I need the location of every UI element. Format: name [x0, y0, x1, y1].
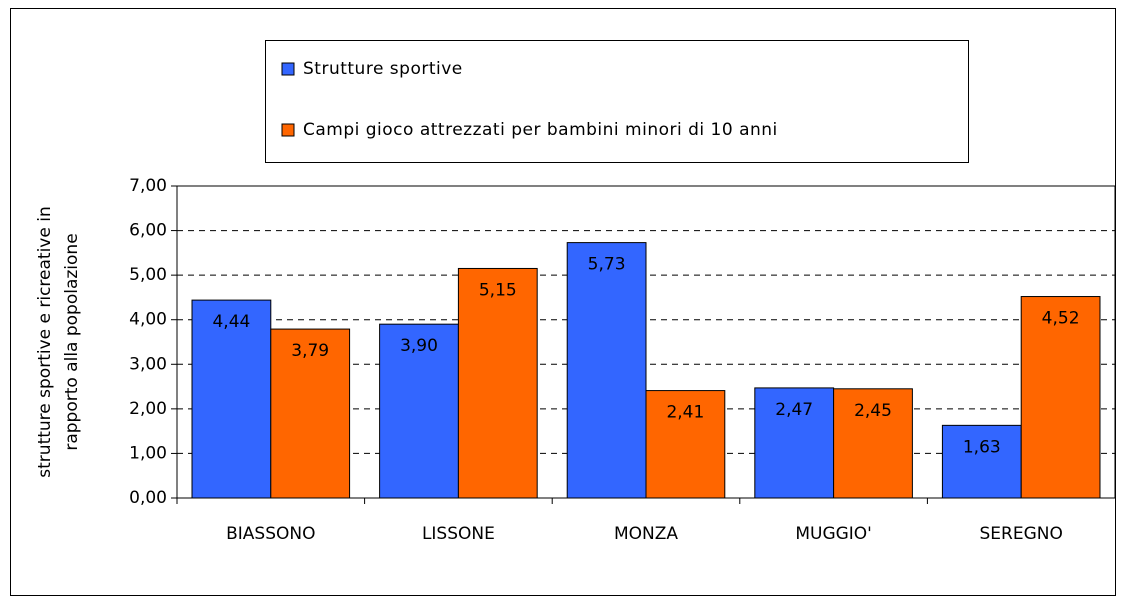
bar	[379, 323, 459, 499]
x-tick-label: MUGGIO'	[795, 524, 872, 544]
y-axis-title-line: strutture sportive e ricreative in	[35, 206, 55, 477]
data-label: 3,79	[291, 341, 329, 361]
y-tick-label: 6,00	[129, 221, 167, 241]
legend-swatch	[281, 123, 295, 137]
bar	[1020, 296, 1101, 499]
legend-box	[265, 40, 969, 163]
bar	[566, 242, 647, 499]
y-axis-title-line: rapporto alla popolazione	[62, 233, 82, 450]
y-tick-label: 7,00	[129, 176, 167, 196]
data-label: 2,45	[854, 401, 892, 421]
x-tick-label: LISSONE	[422, 524, 495, 544]
bar	[833, 388, 913, 499]
data-label: 4,52	[1042, 309, 1080, 329]
data-label: 2,47	[775, 400, 813, 420]
y-tick-label: 4,00	[129, 310, 167, 330]
legend-swatch	[281, 62, 295, 76]
bar	[191, 299, 272, 499]
bar	[754, 387, 835, 499]
legend-label: Strutture sportive	[303, 59, 463, 79]
bar	[941, 424, 1022, 499]
data-label: 2,41	[666, 403, 704, 423]
bar	[645, 390, 726, 499]
data-label: 1,63	[963, 437, 1001, 457]
y-tick-label: 2,00	[129, 399, 167, 419]
y-tick-label: 0,00	[129, 488, 167, 508]
x-tick-label: BIASSONO	[226, 524, 315, 544]
y-tick-label: 5,00	[129, 265, 167, 285]
legend-label: Campi gioco attrezzati per bambini minor…	[303, 120, 778, 140]
y-tick-label: 1,00	[129, 443, 167, 463]
data-label: 5,73	[588, 255, 626, 275]
data-label: 5,15	[479, 280, 517, 300]
x-tick-label: MONZA	[614, 524, 678, 544]
bar	[270, 328, 351, 499]
data-label: 3,90	[400, 336, 438, 356]
y-tick-label: 3,00	[129, 354, 167, 374]
y-axis-title: strutture sportive e ricreative in rappo…	[35, 206, 82, 477]
x-tick-label: SEREGNO	[980, 524, 1063, 544]
bar	[457, 267, 538, 499]
data-label: 4,44	[212, 312, 250, 332]
